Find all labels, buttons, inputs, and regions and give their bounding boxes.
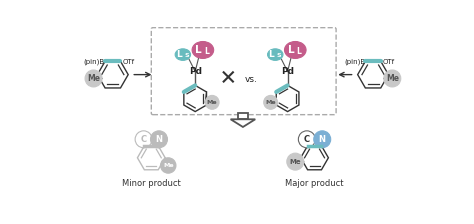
Text: L: L bbox=[288, 45, 294, 55]
Text: C: C bbox=[304, 135, 310, 144]
Ellipse shape bbox=[175, 49, 191, 60]
Text: Me: Me bbox=[265, 100, 276, 105]
Text: L: L bbox=[268, 50, 274, 59]
Text: OTf: OTf bbox=[122, 58, 134, 65]
Text: (pin)B: (pin)B bbox=[344, 58, 365, 65]
Circle shape bbox=[161, 158, 176, 173]
Text: vs.: vs. bbox=[245, 75, 258, 84]
Ellipse shape bbox=[284, 41, 306, 58]
Text: N: N bbox=[155, 135, 163, 144]
Text: L: L bbox=[204, 47, 209, 56]
Ellipse shape bbox=[192, 41, 214, 58]
Text: Me: Me bbox=[207, 100, 218, 105]
Text: Me: Me bbox=[87, 74, 100, 83]
Text: Me: Me bbox=[163, 163, 173, 168]
Text: Minor product: Minor product bbox=[122, 179, 181, 188]
Circle shape bbox=[135, 131, 152, 148]
Text: L: L bbox=[176, 50, 182, 59]
Polygon shape bbox=[237, 113, 248, 119]
Circle shape bbox=[151, 131, 167, 148]
Text: S: S bbox=[184, 53, 189, 58]
Text: Major product: Major product bbox=[285, 179, 344, 188]
Ellipse shape bbox=[267, 49, 283, 60]
Text: OTf: OTf bbox=[383, 58, 394, 65]
Text: L: L bbox=[296, 47, 301, 56]
Circle shape bbox=[287, 153, 304, 170]
Circle shape bbox=[264, 95, 278, 109]
Text: C: C bbox=[140, 135, 146, 144]
Text: (pin)B: (pin)B bbox=[84, 58, 105, 65]
Circle shape bbox=[314, 131, 331, 148]
Text: Pd: Pd bbox=[189, 67, 201, 76]
Text: S: S bbox=[276, 53, 281, 58]
Circle shape bbox=[298, 131, 315, 148]
Circle shape bbox=[205, 95, 219, 109]
Text: Pd: Pd bbox=[281, 67, 294, 76]
Text: Me: Me bbox=[386, 74, 399, 83]
Text: Me: Me bbox=[290, 159, 301, 165]
Polygon shape bbox=[231, 119, 255, 127]
Circle shape bbox=[384, 70, 401, 87]
Text: L: L bbox=[195, 45, 202, 55]
Text: N: N bbox=[319, 135, 326, 144]
Circle shape bbox=[85, 70, 102, 87]
